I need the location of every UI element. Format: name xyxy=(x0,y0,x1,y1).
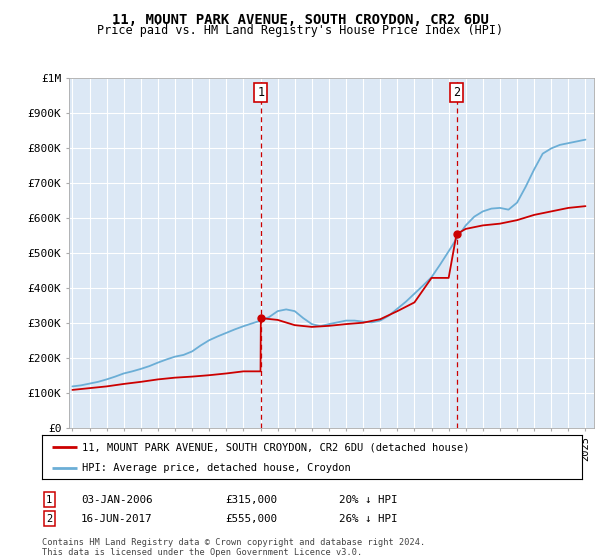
Text: £315,000: £315,000 xyxy=(225,494,277,505)
Text: 1: 1 xyxy=(257,86,265,99)
Text: 11, MOUNT PARK AVENUE, SOUTH CROYDON, CR2 6DU (detached house): 11, MOUNT PARK AVENUE, SOUTH CROYDON, CR… xyxy=(83,442,470,452)
Text: 1: 1 xyxy=(46,494,52,505)
Text: £555,000: £555,000 xyxy=(225,514,277,524)
Text: 11, MOUNT PARK AVENUE, SOUTH CROYDON, CR2 6DU: 11, MOUNT PARK AVENUE, SOUTH CROYDON, CR… xyxy=(112,13,488,27)
Text: 20% ↓ HPI: 20% ↓ HPI xyxy=(339,494,397,505)
Text: HPI: Average price, detached house, Croydon: HPI: Average price, detached house, Croy… xyxy=(83,463,351,473)
Text: Contains HM Land Registry data © Crown copyright and database right 2024.
This d: Contains HM Land Registry data © Crown c… xyxy=(42,538,425,557)
Text: 03-JAN-2006: 03-JAN-2006 xyxy=(81,494,152,505)
Text: Price paid vs. HM Land Registry's House Price Index (HPI): Price paid vs. HM Land Registry's House … xyxy=(97,24,503,38)
Text: 2: 2 xyxy=(46,514,52,524)
Text: 16-JUN-2017: 16-JUN-2017 xyxy=(81,514,152,524)
Text: 26% ↓ HPI: 26% ↓ HPI xyxy=(339,514,397,524)
Text: 2: 2 xyxy=(453,86,460,99)
